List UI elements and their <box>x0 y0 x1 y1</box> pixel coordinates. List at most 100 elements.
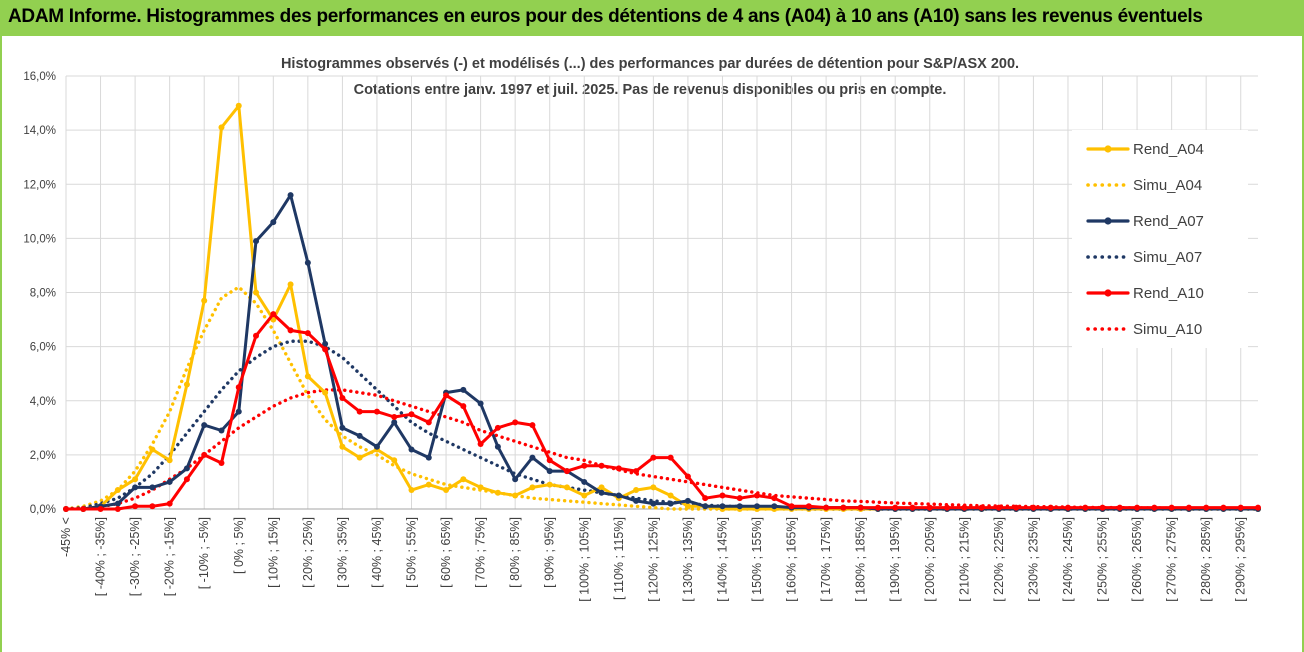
data-point <box>563 468 570 475</box>
data-point <box>166 457 173 464</box>
data-point <box>132 476 139 483</box>
grid <box>65 75 1258 510</box>
data-point <box>114 500 121 507</box>
data-point <box>650 484 657 491</box>
data-point <box>304 259 311 266</box>
x-tick-label: [ 140% ; 145%] <box>715 517 729 602</box>
data-point <box>581 492 588 499</box>
data-point <box>443 392 450 399</box>
data-point <box>633 497 640 504</box>
legend-label: Simu_A10 <box>1133 321 1202 338</box>
data-point <box>892 504 899 511</box>
data-point <box>650 454 657 461</box>
data-point <box>373 408 380 415</box>
data-point <box>322 340 329 347</box>
data-point <box>356 454 363 461</box>
y-tick-label: 14,0% <box>23 125 56 137</box>
data-point <box>684 503 691 510</box>
x-tick-label: [ 170% ; 175%] <box>819 517 833 602</box>
data-point <box>339 443 346 450</box>
x-tick-label: [ 190% ; 195%] <box>888 517 902 602</box>
data-point <box>874 504 881 511</box>
x-tick-label: [ -10% ; -5%] <box>197 517 211 589</box>
data-point <box>425 454 432 461</box>
x-tick-label: [ 100% ; 105%] <box>577 517 591 602</box>
series-line-simu_a10 <box>64 388 1260 511</box>
data-point <box>702 495 709 502</box>
data-point <box>529 454 536 461</box>
data-point <box>1030 504 1037 511</box>
data-point <box>183 381 190 388</box>
data-point <box>633 487 640 494</box>
data-point <box>598 484 605 491</box>
legend-marker <box>1104 289 1112 297</box>
data-point <box>218 427 225 434</box>
data-point <box>926 504 933 511</box>
data-point <box>201 451 208 458</box>
data-point <box>304 373 311 380</box>
data-point <box>218 124 225 131</box>
data-point <box>253 289 260 296</box>
left-border <box>0 36 2 652</box>
x-tick-label: [ 290% ; 295%] <box>1234 517 1248 602</box>
data-point <box>270 311 277 318</box>
data-point <box>443 487 450 494</box>
legend-box <box>1072 130 1248 348</box>
legend-label: Simu_A04 <box>1133 177 1202 194</box>
y-tick-label: 2,0% <box>30 450 56 462</box>
series-group <box>63 102 1261 512</box>
x-tick-label: [ 130% ; 135%] <box>681 517 695 602</box>
data-point <box>235 408 242 415</box>
data-point <box>1151 504 1158 511</box>
legend-marker <box>1104 217 1112 225</box>
x-tick-label: [ 0% ; 5%] <box>232 517 246 574</box>
data-point <box>339 424 346 431</box>
data-point <box>1064 504 1071 511</box>
data-point <box>1255 504 1261 511</box>
data-point <box>132 503 139 510</box>
data-point <box>667 492 674 499</box>
data-point <box>788 503 795 510</box>
header-bar: ADAM Informe. Histogrammes des performan… <box>0 0 1304 36</box>
data-point <box>253 332 260 339</box>
data-point <box>615 465 622 472</box>
x-tick-label: [ 160% ; 165%] <box>785 517 799 602</box>
x-tick-label: [ 60% ; 65%] <box>439 517 453 588</box>
data-point <box>373 443 380 450</box>
data-point <box>512 419 519 426</box>
data-point <box>615 492 622 499</box>
x-tick-label: [ 70% ; 75%] <box>474 517 488 588</box>
data-point <box>408 411 415 418</box>
data-point <box>944 504 951 511</box>
data-point <box>1116 504 1123 511</box>
legend-marker <box>1104 145 1112 153</box>
data-point <box>235 102 242 109</box>
data-point <box>754 492 761 499</box>
data-point <box>909 504 916 511</box>
x-tick-label: [ 80% ; 85%] <box>508 517 522 588</box>
x-tick-label: [ 20% ; 25%] <box>301 517 315 588</box>
x-tick-label: [ 110% ; 115%] <box>612 517 626 600</box>
x-tick-label: [ -30% ; -25%] <box>128 517 142 596</box>
data-point <box>183 476 190 483</box>
right-border <box>1302 36 1304 652</box>
data-point <box>1237 504 1244 511</box>
x-tick-label: [ 220% ; 225%] <box>992 517 1006 602</box>
x-tick-label: [ -40% ; -35%] <box>94 517 108 596</box>
data-point <box>287 192 294 199</box>
legend-label: Rend_A10 <box>1133 285 1204 302</box>
data-point <box>529 422 536 429</box>
data-point <box>1047 504 1054 511</box>
data-point <box>961 504 968 511</box>
legend-label: Rend_A04 <box>1133 141 1204 158</box>
x-tick-label: [ 240% ; 245%] <box>1061 517 1075 602</box>
data-point <box>650 500 657 507</box>
data-point <box>253 238 260 245</box>
data-point <box>391 413 398 420</box>
chart-subtitle: Cotations entre janv. 1997 et juil. 2025… <box>354 82 947 98</box>
data-point <box>805 503 812 510</box>
data-point <box>667 500 674 507</box>
data-point <box>391 419 398 426</box>
data-point <box>1185 504 1192 511</box>
